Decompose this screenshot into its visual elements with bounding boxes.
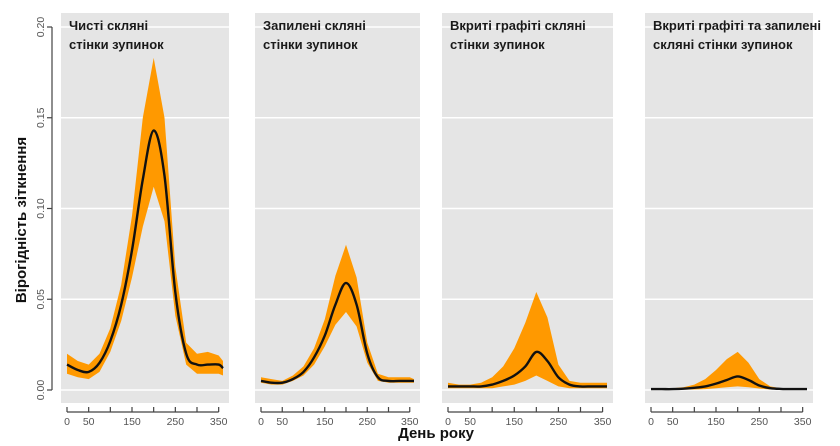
confidence-band	[651, 351, 807, 390]
panel-title: стінки зупинок	[450, 37, 545, 52]
panel-4: Вкриті графіті та запилені скляні стінки …	[645, 13, 821, 428]
x-tick-label: 350	[401, 416, 419, 428]
x-tick-label: 0	[64, 416, 70, 428]
panel-title: Запилені скляні	[263, 18, 366, 33]
x-tick-label: 0	[445, 416, 451, 428]
panel-title: скляні стінки зупинок	[653, 37, 793, 52]
panel-3: Вкриті графіті скляні стінки зупинок 0 50 15…	[442, 13, 613, 428]
mean-line	[260, 281, 414, 385]
panel-title: Вкриті графіті та запилені	[653, 18, 821, 33]
x-tick-label: 350	[210, 416, 228, 428]
y-tick-label: 0.10	[35, 198, 47, 219]
panel-1: Чисті скляні стінки зупинок 0 50 150 250 350	[61, 13, 229, 428]
confidence-band	[448, 292, 607, 389]
mean-line	[66, 129, 224, 374]
confidence-band	[67, 57, 223, 380]
x-tick-label: 250	[751, 416, 769, 428]
y-axis-label: Вірогідність зіткнення	[13, 137, 30, 303]
x-tick-label: 150	[505, 416, 523, 428]
y-tick-label: 0.05	[35, 289, 47, 310]
panel-title: стінки зупинок	[263, 37, 358, 52]
x-tick-label: 250	[167, 416, 185, 428]
panel-title: Чисті скляні	[69, 18, 148, 33]
x-tick-label: 50	[667, 416, 679, 428]
panel-title: Вкриті графіті скляні	[450, 18, 586, 33]
y-axis: 0.00 0.05 0.10 0.15 0.20	[35, 17, 53, 401]
x-tick-label: 350	[594, 416, 612, 428]
y-tick-label: 0.00	[35, 380, 47, 401]
mean-line	[651, 375, 807, 391]
x-tick-label: 0	[258, 416, 264, 428]
confidence-band	[261, 244, 414, 385]
y-tick-label: 0.15	[35, 107, 47, 128]
panel-title: стінки зупинок	[69, 37, 164, 52]
x-tick-label: 250	[550, 416, 568, 428]
panel-2: Запилені скляні стінки зупинок 0 50 150 250 35…	[255, 13, 420, 428]
x-tick-label: 50	[276, 416, 288, 428]
x-tick-label: 350	[794, 416, 812, 428]
x-tick-label: 50	[83, 416, 95, 428]
mean-line	[447, 350, 607, 388]
x-tick-label: 150	[707, 416, 725, 428]
x-tick-label: 0	[648, 416, 654, 428]
x-axis-label: День року	[398, 425, 474, 442]
x-tick-label: 50	[464, 416, 476, 428]
y-tick-label: 0.20	[35, 17, 47, 38]
x-tick-label: 150	[316, 416, 334, 428]
x-tick-label: 250	[358, 416, 376, 428]
x-tick-label: 150	[123, 416, 141, 428]
